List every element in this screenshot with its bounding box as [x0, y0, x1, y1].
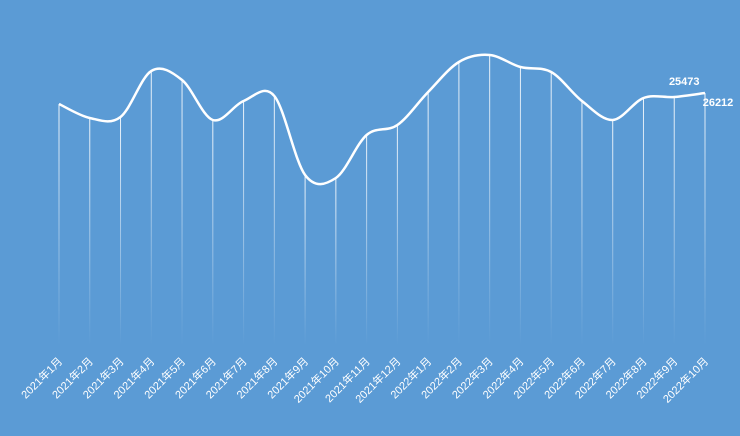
drop-line: [489, 55, 491, 345]
line: [58, 53, 706, 186]
drop-line: [458, 62, 460, 345]
drop-line: [550, 72, 552, 345]
drop-line: [366, 135, 368, 345]
drop-line: [427, 92, 429, 345]
drop-line: [704, 93, 706, 345]
drop-line: [642, 98, 644, 345]
drop-line: [673, 97, 675, 345]
drop-line: [89, 118, 91, 345]
drop-line: [581, 101, 583, 345]
drop-line: [120, 117, 122, 345]
data-label: 25473: [669, 76, 700, 88]
drop-line: [273, 96, 275, 345]
drop-line: [396, 125, 398, 345]
drop-line: [58, 104, 60, 345]
data-label: 26212: [703, 97, 734, 109]
drop-line: [519, 67, 521, 345]
drop-line: [212, 120, 214, 345]
drop-line: [243, 101, 245, 345]
drop-line: [335, 178, 337, 345]
drop-line: [612, 120, 614, 345]
drop-line: [181, 80, 183, 345]
drop-line: [150, 71, 152, 345]
drop-line: [304, 175, 306, 345]
